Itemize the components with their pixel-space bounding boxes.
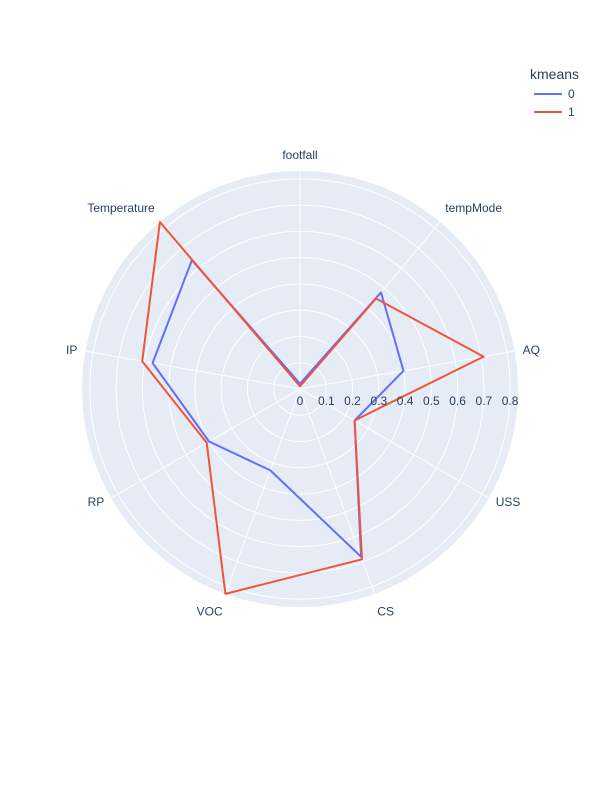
radial-tick-labels: 0 0.1 0.2 0.3 0.4 0.5 0.6 0.7 0.8 [297,394,519,408]
radial-tick-label-4: 0.4 [397,394,414,408]
legend-item-0[interactable]: 0 [534,87,575,101]
axis-label-IP: IP [66,343,77,357]
axis-label-Temperature: Temperature [87,201,155,215]
radial-tick-label-2: 0.2 [344,394,361,408]
legend-title: kmeans [530,66,579,82]
axis-label-USS: USS [496,495,521,509]
radial-tick-label-1: 0.1 [318,394,335,408]
legend-item-1[interactable]: 1 [534,105,575,119]
radial-tick-label-7: 0.7 [476,394,493,408]
radial-tick-label-5: 0.5 [423,394,440,408]
radial-tick-label-0: 0 [297,394,304,408]
axis-label-tempMode: tempMode [445,201,502,215]
legend: kmeans 0 1 [530,66,579,119]
axis-label-CS: CS [377,604,394,618]
radial-tick-label-6: 0.6 [449,394,466,408]
radial-tick-label-8: 0.8 [502,394,519,408]
legend-label-1: 1 [568,105,575,119]
axis-label-AQ: AQ [523,343,540,357]
axis-label-VOC: VOC [197,604,223,618]
legend-label-0: 0 [568,87,575,101]
radial-tick-label-3: 0.3 [370,394,387,408]
axis-label-RP: RP [88,495,105,509]
axis-label-footfall: footfall [282,148,317,162]
